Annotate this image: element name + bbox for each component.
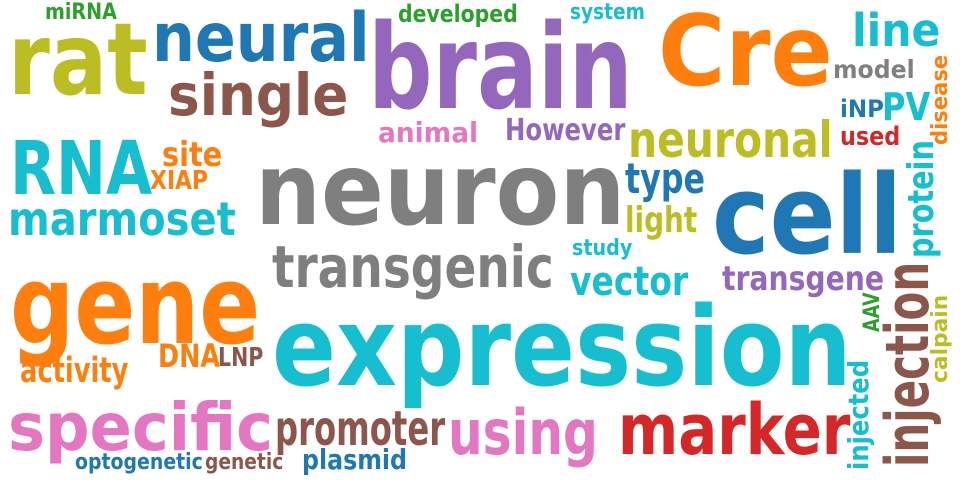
word-brain: brain [368,0,633,136]
word-light: light [625,200,698,241]
word-vector: vector [570,259,689,305]
word-protein: protein [901,140,942,258]
word-dna: DNA [158,337,221,375]
word-system: system [570,0,645,25]
word-study: study [572,236,633,261]
word-plasmid: plasmid [302,443,408,476]
word-developed: developed [398,0,518,28]
word-injected: injected [842,359,875,470]
word-activity: activity [20,351,129,391]
word-optogenetic: optogenetic [75,450,203,475]
word-however: However [505,113,626,148]
word-site: site [162,135,223,175]
word-transgene: transgene [722,259,885,299]
word-animal: animal [378,116,479,149]
word-cell: cell [712,151,903,279]
word-single: single [168,61,349,129]
word-expression: expression [272,283,852,411]
word-neuronal: neuronal [628,111,833,169]
word-genetic: genetic [205,450,284,475]
word-aav: AAV [860,292,885,332]
word-neural: neural [152,0,370,78]
word-gene: gene [10,241,261,369]
word-pv: PV [882,85,931,129]
word-inp: iNP [840,95,884,123]
word-model: model [833,55,915,84]
word-cre: Cre [658,0,833,109]
word-transgenic: transgenic [272,233,554,301]
word-using: using [448,396,598,469]
word-marmoset: marmoset [8,192,236,246]
word-disease: disease [928,54,953,146]
word-rat: rat [8,1,148,118]
word-xiap: XIAP [150,166,208,196]
word-rna: RNA [10,126,153,212]
word-promoter: promoter [275,401,446,457]
word-line: line [852,4,941,57]
word-neuron: neuron [255,131,626,248]
word-calpain: calpain [928,294,953,383]
word-marker: marker [618,389,851,471]
word-type: type [625,154,706,203]
word-specific: specific [8,389,274,466]
word-mirna: miRNA [45,0,117,25]
word-lnp: LNP [218,343,264,373]
word-used: used [840,122,901,152]
